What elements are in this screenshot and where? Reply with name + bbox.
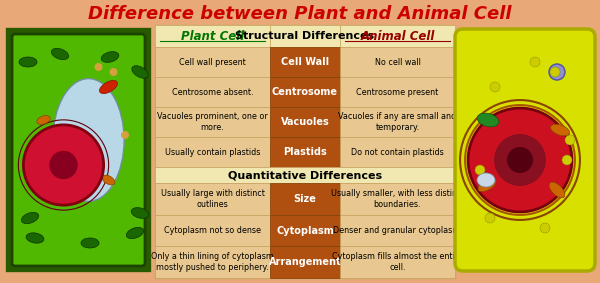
FancyBboxPatch shape: [155, 246, 270, 278]
Circle shape: [530, 57, 540, 67]
Text: Difference between Plant and Animal Cell: Difference between Plant and Animal Cell: [88, 5, 512, 23]
Ellipse shape: [478, 178, 496, 192]
Text: Cytoplasm: Cytoplasm: [535, 259, 580, 268]
FancyBboxPatch shape: [155, 137, 270, 167]
FancyBboxPatch shape: [270, 137, 340, 167]
Text: Vacuoles prominent, one or
more.: Vacuoles prominent, one or more.: [157, 112, 268, 132]
FancyBboxPatch shape: [340, 215, 455, 246]
Circle shape: [121, 131, 129, 139]
FancyBboxPatch shape: [270, 25, 340, 47]
Text: Usually smaller, with less distinct
boundaries.: Usually smaller, with less distinct boun…: [331, 189, 464, 209]
Ellipse shape: [52, 48, 68, 60]
Ellipse shape: [550, 124, 569, 136]
FancyBboxPatch shape: [340, 183, 455, 215]
Circle shape: [507, 147, 533, 173]
Circle shape: [49, 151, 77, 179]
Ellipse shape: [100, 80, 118, 94]
Text: Cytoplasm not so dense: Cytoplasm not so dense: [164, 226, 261, 235]
Text: Size: Size: [293, 194, 316, 204]
Text: Plant Cell: Plant Cell: [181, 29, 244, 42]
Text: Plastid: Plastid: [72, 259, 100, 268]
Circle shape: [23, 125, 104, 205]
Text: Cytoplasm fills almost the entire
cell.: Cytoplasm fills almost the entire cell.: [332, 252, 463, 272]
Text: Vacuole: Vacuole: [463, 259, 496, 268]
Text: Vacuoles: Vacuoles: [281, 117, 329, 127]
Text: Denser and granular cytoplasm.: Denser and granular cytoplasm.: [332, 226, 463, 235]
Circle shape: [475, 165, 485, 175]
Ellipse shape: [477, 113, 499, 127]
Ellipse shape: [131, 208, 149, 218]
Text: Only a thin lining of cytoplasm
mostly pushed to periphery.: Only a thin lining of cytoplasm mostly p…: [151, 252, 274, 272]
FancyBboxPatch shape: [270, 183, 340, 215]
Circle shape: [562, 155, 572, 165]
Text: No cell wall: No cell wall: [374, 57, 421, 67]
Circle shape: [66, 126, 74, 134]
FancyBboxPatch shape: [270, 107, 340, 137]
Ellipse shape: [22, 212, 38, 224]
FancyBboxPatch shape: [155, 25, 270, 47]
Ellipse shape: [477, 173, 495, 187]
Circle shape: [95, 63, 103, 71]
FancyBboxPatch shape: [340, 77, 455, 107]
Ellipse shape: [19, 57, 37, 67]
Circle shape: [485, 213, 495, 223]
Circle shape: [549, 64, 565, 80]
Circle shape: [565, 135, 575, 145]
Ellipse shape: [37, 115, 50, 125]
Circle shape: [110, 68, 118, 76]
FancyBboxPatch shape: [155, 107, 270, 137]
FancyBboxPatch shape: [270, 246, 340, 278]
Text: Centrosome: Centrosome: [272, 87, 338, 97]
FancyBboxPatch shape: [340, 137, 455, 167]
Text: Cell wall present: Cell wall present: [179, 57, 246, 67]
FancyBboxPatch shape: [12, 34, 145, 266]
FancyBboxPatch shape: [340, 107, 455, 137]
Ellipse shape: [549, 182, 565, 198]
FancyBboxPatch shape: [270, 77, 340, 107]
Circle shape: [468, 108, 572, 212]
Text: Usually contain plastids: Usually contain plastids: [165, 148, 260, 156]
FancyBboxPatch shape: [155, 215, 270, 246]
Ellipse shape: [102, 175, 115, 185]
FancyBboxPatch shape: [270, 47, 340, 77]
Text: Plastids: Plastids: [283, 147, 327, 157]
Text: Cytoplasm: Cytoplasm: [65, 34, 110, 43]
FancyBboxPatch shape: [340, 25, 455, 47]
Circle shape: [540, 223, 550, 233]
Ellipse shape: [132, 66, 148, 78]
FancyBboxPatch shape: [155, 47, 270, 77]
Circle shape: [494, 134, 546, 186]
Text: Centrosome: Centrosome: [511, 34, 562, 43]
Text: Centrosome absent.: Centrosome absent.: [172, 87, 253, 97]
Ellipse shape: [53, 79, 124, 201]
Ellipse shape: [101, 52, 119, 62]
Ellipse shape: [81, 238, 99, 248]
Text: Structural Differences: Structural Differences: [235, 31, 374, 41]
Text: Centrosome present: Centrosome present: [356, 87, 439, 97]
Text: Usually large with distinct
outlines: Usually large with distinct outlines: [161, 189, 265, 209]
FancyBboxPatch shape: [340, 246, 455, 278]
Circle shape: [490, 82, 500, 92]
FancyBboxPatch shape: [340, 47, 455, 77]
Circle shape: [550, 67, 560, 77]
Text: Do not contain plastids: Do not contain plastids: [351, 148, 444, 156]
Ellipse shape: [26, 233, 44, 243]
Text: Cell Wall: Cell Wall: [12, 34, 48, 43]
Text: Animal Cell: Animal Cell: [361, 29, 434, 42]
FancyBboxPatch shape: [155, 77, 270, 107]
FancyBboxPatch shape: [155, 183, 270, 215]
Text: Cytoplasm: Cytoplasm: [276, 226, 334, 235]
Text: Arrangement: Arrangement: [269, 257, 341, 267]
Ellipse shape: [127, 227, 143, 239]
Text: Quantitative Differences: Quantitative Differences: [228, 170, 382, 180]
FancyBboxPatch shape: [455, 29, 595, 271]
FancyBboxPatch shape: [155, 25, 455, 278]
FancyBboxPatch shape: [155, 167, 455, 183]
Text: Cell Wall: Cell Wall: [281, 57, 329, 67]
FancyBboxPatch shape: [10, 32, 147, 268]
Text: Vacuole: Vacuole: [15, 259, 48, 268]
Text: Vacuoles if any are small and
temporary.: Vacuoles if any are small and temporary.: [338, 112, 457, 132]
FancyBboxPatch shape: [270, 215, 340, 246]
